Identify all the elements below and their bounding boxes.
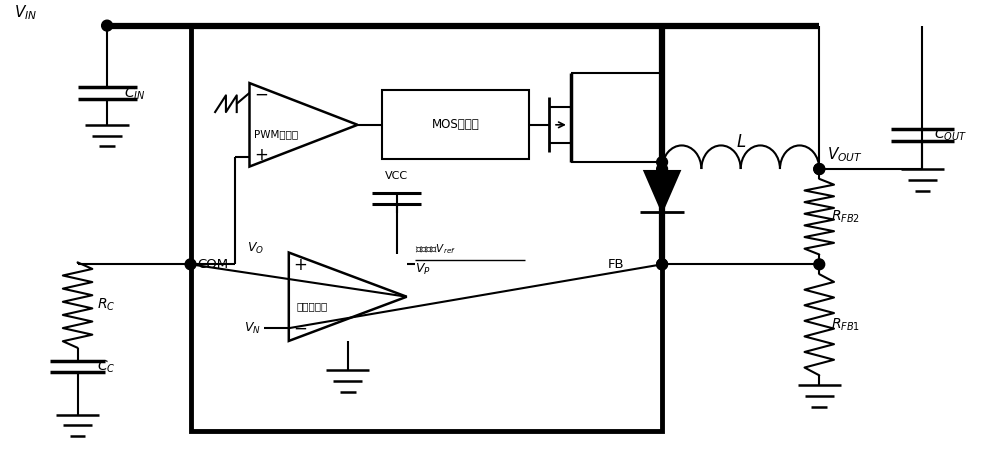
Text: MOS管驱动: MOS管驱动 [432, 119, 480, 131]
Text: +: + [254, 146, 268, 164]
FancyBboxPatch shape [191, 26, 662, 431]
FancyBboxPatch shape [382, 90, 529, 159]
Circle shape [657, 157, 667, 167]
Text: FB: FB [608, 258, 625, 271]
Text: $L$: $L$ [736, 133, 746, 151]
Text: +: + [294, 256, 308, 274]
Text: VCC: VCC [385, 171, 408, 181]
Text: PWM比较器: PWM比较器 [254, 130, 299, 140]
Text: $R_{FB1}$: $R_{FB1}$ [831, 317, 860, 333]
Text: $V_P$: $V_P$ [415, 262, 430, 277]
Circle shape [657, 259, 667, 270]
Text: −: − [254, 86, 268, 104]
Circle shape [102, 20, 112, 31]
Circle shape [185, 259, 196, 270]
Text: $C_C$: $C_C$ [97, 358, 116, 374]
Circle shape [657, 259, 667, 270]
Text: 差分放大器: 差分放大器 [297, 302, 328, 312]
Text: $V_O$: $V_O$ [247, 242, 264, 256]
Text: $C_{IN}$: $C_{IN}$ [124, 85, 145, 101]
Circle shape [814, 163, 825, 174]
Text: $V_{OUT}$: $V_{OUT}$ [827, 145, 863, 164]
Text: 基准电压$V_{ref}$: 基准电压$V_{ref}$ [415, 242, 456, 256]
Polygon shape [644, 171, 680, 212]
Text: $R_C$: $R_C$ [97, 297, 116, 313]
Text: COM: COM [197, 258, 229, 271]
Text: $C_{OUT}$: $C_{OUT}$ [934, 127, 967, 143]
Circle shape [814, 163, 825, 174]
Text: $V_N$: $V_N$ [244, 321, 261, 336]
Text: −: − [294, 319, 308, 337]
Circle shape [814, 259, 825, 270]
Circle shape [657, 163, 667, 174]
Text: $V_{IN}$: $V_{IN}$ [14, 3, 37, 22]
Text: $R_{FB2}$: $R_{FB2}$ [831, 208, 860, 225]
